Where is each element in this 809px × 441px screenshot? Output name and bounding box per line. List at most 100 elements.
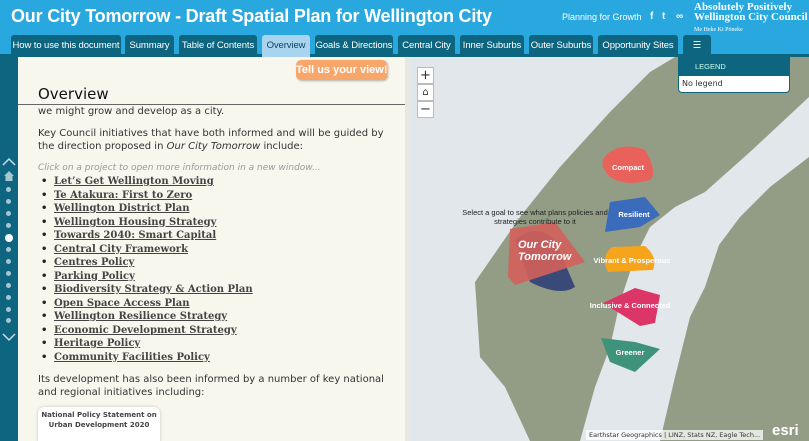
- tab-outer-suburbs[interactable]: Outer Suburbs: [529, 35, 593, 57]
- zoom-in-button[interactable]: +: [417, 67, 434, 84]
- project-link[interactable]: Te Atakura: First to Zero: [54, 189, 193, 201]
- home-icon[interactable]: [4, 171, 14, 181]
- goal-prompt: Select a goal to see what plans policies…: [462, 208, 608, 226]
- project-link[interactable]: Heritage Policy: [54, 338, 141, 349]
- list-item: Parking Policy: [38, 270, 393, 284]
- nav-dot[interactable]: [6, 318, 11, 323]
- tab-inner-suburbs[interactable]: Inner Suburbs: [460, 35, 524, 57]
- goal-inclusive-connected[interactable]: [603, 288, 660, 326]
- map-view[interactable]: + ⌂ − LEGEND No legend Compact Resilient…: [410, 57, 809, 441]
- nav-dot[interactable]: [6, 283, 11, 288]
- goal-label: Inclusive & Connected: [590, 301, 671, 310]
- list-item: Let’s Get Wellington Moving: [38, 175, 393, 189]
- page-title: Overview: [38, 85, 109, 103]
- project-list: Let’s Get Wellington Moving Te Atakura: …: [38, 175, 393, 364]
- map-attribution: Earthstar Geographics | LINZ, Stats NZ, …: [586, 430, 764, 440]
- legend-panel: LEGEND No legend: [678, 57, 790, 93]
- nav-dot[interactable]: [6, 199, 11, 204]
- nav-dot[interactable]: [6, 307, 11, 312]
- list-item: Towards 2040: Smart Capital: [38, 229, 393, 243]
- text: include:: [260, 141, 304, 152]
- list-item: Central City Framework: [38, 243, 393, 257]
- goals-overlay: Compact Resilient Vibrant & Prosperous I…: [508, 146, 671, 372]
- goal-label: Resilient: [618, 210, 650, 219]
- council-logo[interactable]: Absolutely Positively Wellington City Co…: [694, 2, 808, 35]
- chevron-up-icon[interactable]: [2, 157, 16, 166]
- divider: [18, 104, 405, 105]
- project-link[interactable]: Wellington Housing Strategy: [54, 216, 217, 228]
- header: Our City Tomorrow - Draft Spatial Plan f…: [0, 0, 809, 34]
- basemap: [475, 57, 809, 441]
- project-link[interactable]: Biodiversity Strategy & Action Plan: [54, 284, 253, 295]
- tab-overview[interactable]: Overview: [262, 35, 310, 57]
- nav-dot[interactable]: [6, 295, 11, 300]
- nav-dot[interactable]: [6, 211, 11, 216]
- home-icon[interactable]: ⌂: [417, 84, 434, 101]
- list-item: Open Space Access Plan: [38, 297, 393, 311]
- project-link[interactable]: Centres Policy: [54, 257, 135, 268]
- esri-logo: esri: [772, 422, 799, 439]
- list-item: Economic Development Strategy: [38, 324, 393, 338]
- nps-ud-card[interactable]: National Policy Statement on Urban Devel…: [38, 407, 160, 441]
- text: Key Council initiatives that have both i…: [38, 128, 384, 152]
- paragraph: Its development has also been informed b…: [38, 374, 384, 398]
- nav-dot-active[interactable]: [5, 234, 13, 242]
- logo-line: Me Heke Ki Pōneke: [694, 27, 743, 33]
- paragraph: Key Council initiatives that have both i…: [38, 127, 393, 153]
- project-link[interactable]: Open Space Access Plan: [54, 297, 190, 309]
- tab-how-to-use[interactable]: How to use this document: [11, 35, 121, 57]
- logo-line: Wellington City Council: [694, 11, 808, 23]
- project-link[interactable]: Economic Development Strategy: [54, 324, 237, 336]
- content-panel: Tell us your view! Overview we might gro…: [18, 57, 405, 441]
- facebook-icon[interactable]: f: [650, 11, 654, 22]
- list-item: Te Atakura: First to Zero: [38, 189, 393, 203]
- list-item: Wellington District Plan: [38, 202, 393, 216]
- goal-compact[interactable]: [602, 146, 654, 183]
- twitter-icon[interactable]: t: [662, 11, 666, 22]
- project-link[interactable]: Towards 2040: Smart Capital: [54, 230, 217, 241]
- tab-central-city[interactable]: Central City: [398, 35, 455, 57]
- list-item: Biodiversity Strategy & Action Plan: [38, 283, 393, 297]
- content-body: we might grow and develop as a city. Key…: [38, 105, 393, 441]
- project-link[interactable]: Community Facilities Policy: [54, 351, 210, 363]
- project-link[interactable]: Parking Policy: [54, 270, 135, 282]
- tell-us-your-view-button[interactable]: Tell us your view!: [296, 60, 388, 80]
- zoom-out-button[interactable]: −: [417, 101, 434, 118]
- nav-dot[interactable]: [6, 187, 11, 192]
- goal-greener[interactable]: [601, 338, 660, 372]
- nav-dot[interactable]: [6, 247, 11, 252]
- scrollbar[interactable]: [405, 57, 410, 441]
- nav-dot[interactable]: [6, 259, 11, 264]
- text-emphasis: Our City Tomorrow: [166, 141, 261, 152]
- nav-dot[interactable]: [6, 271, 11, 276]
- project-link[interactable]: Central City Framework: [54, 243, 188, 255]
- project-link[interactable]: Wellington Resilience Strategy: [54, 311, 228, 322]
- hint-text: Click on a project to open more informat…: [38, 163, 321, 173]
- our-city-tomorrow-logo: Our City Tomorrow: [518, 239, 572, 263]
- tab-opportunity-sites[interactable]: Opportunity Sites: [598, 35, 678, 57]
- tab-bar: How to use this document Summary Table o…: [0, 34, 809, 57]
- tab-table-of-contents[interactable]: Table of Contents: [179, 35, 257, 57]
- our-city-tomorrow-shape[interactable]: [508, 222, 585, 285]
- app-title: Our City Tomorrow - Draft Spatial Plan f…: [11, 6, 492, 26]
- tab-goals-directions[interactable]: Goals & Directions: [315, 35, 393, 57]
- menu-icon[interactable]: ☰: [683, 35, 711, 57]
- tab-summary[interactable]: Summary: [125, 35, 174, 57]
- list-item: Wellington Resilience Strategy: [38, 310, 393, 324]
- goal-resilient[interactable]: [605, 197, 660, 232]
- goal-label: Vibrant & Prosperous: [594, 256, 671, 265]
- section-nav: [0, 57, 18, 441]
- paragraph: we might grow and develop as a city.: [38, 106, 225, 117]
- goal-label: Greener: [616, 348, 645, 357]
- chevron-down-icon[interactable]: [2, 333, 16, 342]
- link-icon[interactable]: ∞: [676, 11, 684, 22]
- goal-vibrant-prosperous[interactable]: [604, 246, 655, 272]
- legend-header[interactable]: LEGEND: [679, 58, 789, 76]
- list-item: Wellington Housing Strategy: [38, 216, 393, 230]
- goal-label: Compact: [612, 163, 645, 172]
- nav-dot[interactable]: [6, 223, 11, 228]
- project-link[interactable]: Let’s Get Wellington Moving: [54, 176, 214, 187]
- project-link[interactable]: Wellington District Plan: [54, 203, 190, 214]
- planning-for-growth-link[interactable]: Planning for Growth: [562, 12, 642, 22]
- list-item: Centres Policy: [38, 256, 393, 270]
